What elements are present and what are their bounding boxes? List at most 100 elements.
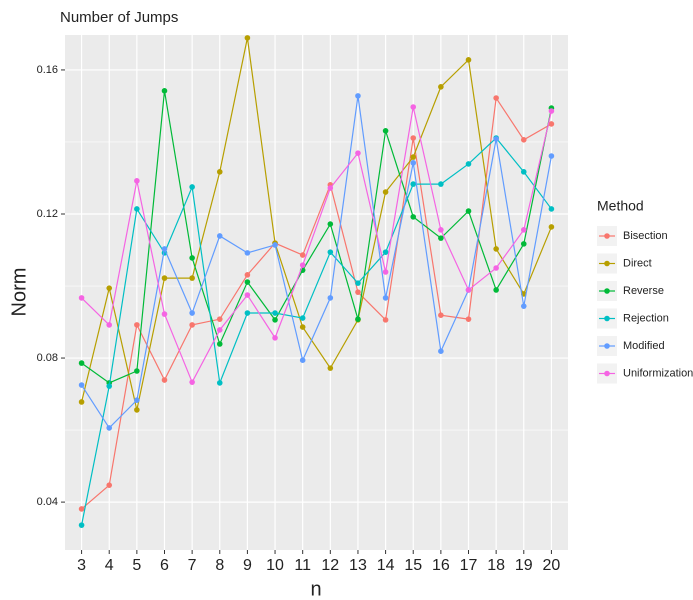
point <box>189 310 195 316</box>
point <box>382 127 389 134</box>
legend-swatch <box>604 260 610 267</box>
point <box>382 249 389 255</box>
point <box>438 348 444 355</box>
point <box>78 506 85 512</box>
point <box>189 255 195 261</box>
x-tick-label: 3 <box>77 557 86 574</box>
point <box>134 397 140 403</box>
point <box>548 108 555 114</box>
point <box>299 357 306 364</box>
x-tick-label: 11 <box>294 557 311 574</box>
point <box>355 150 361 156</box>
point <box>244 250 251 256</box>
x-tick-label: 20 <box>543 557 561 574</box>
point <box>520 227 527 233</box>
point <box>465 287 472 293</box>
x-tick-label: 9 <box>243 557 252 574</box>
point <box>106 425 113 431</box>
legend-swatch <box>604 233 610 239</box>
series-line <box>81 106 553 384</box>
point <box>327 365 334 371</box>
x-tick-label: 13 <box>349 557 367 574</box>
series-line <box>81 95 553 429</box>
x-tick-label: 16 <box>432 557 450 574</box>
point <box>299 324 306 330</box>
point <box>438 235 444 241</box>
point <box>382 189 389 195</box>
point <box>548 153 555 159</box>
point <box>493 136 499 142</box>
point <box>355 289 361 295</box>
point <box>327 295 334 301</box>
y-tick-label: 0.16 <box>37 64 58 76</box>
point <box>355 280 361 286</box>
point <box>438 84 444 90</box>
legend-swatch <box>604 315 610 322</box>
point <box>548 121 555 127</box>
series-line <box>80 137 552 526</box>
point <box>493 246 499 252</box>
point <box>106 322 113 328</box>
panel <box>65 35 568 550</box>
point <box>327 249 334 255</box>
point <box>465 161 472 167</box>
y-tick-label: 0.12 <box>37 208 58 220</box>
legend-swatch <box>604 370 610 377</box>
point <box>355 316 361 322</box>
point <box>189 275 195 281</box>
point <box>327 185 334 191</box>
legend-label: Reverse <box>623 285 664 297</box>
point <box>438 181 444 187</box>
x-tick-label: 7 <box>188 557 197 574</box>
point <box>272 317 278 323</box>
point <box>382 317 389 323</box>
point <box>216 233 223 239</box>
point <box>520 137 527 143</box>
point <box>78 295 85 301</box>
point <box>272 310 278 316</box>
point <box>106 383 113 389</box>
point <box>161 88 168 94</box>
x-axis-title: n <box>310 578 321 600</box>
x-tick-label: 18 <box>487 557 505 574</box>
point <box>244 279 251 285</box>
point <box>493 287 499 293</box>
point <box>410 154 417 160</box>
legend-label: Modified <box>623 340 665 352</box>
x-tick-label: 10 <box>266 557 284 574</box>
chart-title: Number of Jumps <box>60 9 178 26</box>
point <box>161 246 168 252</box>
point <box>355 93 361 99</box>
point <box>244 272 251 278</box>
point <box>272 242 278 248</box>
x-tick-label: 8 <box>215 557 224 574</box>
legend-label: Direct <box>623 257 652 269</box>
point <box>216 169 223 175</box>
point <box>465 316 472 322</box>
point <box>465 57 472 63</box>
point <box>548 224 555 230</box>
point <box>520 169 527 175</box>
point <box>520 241 527 247</box>
point <box>189 322 195 328</box>
point <box>493 95 499 101</box>
point <box>78 360 85 366</box>
point <box>327 221 334 227</box>
point <box>382 295 389 301</box>
point <box>78 399 85 405</box>
point <box>134 322 140 328</box>
y-tick-label: 0.08 <box>37 352 58 364</box>
point <box>189 379 195 385</box>
point <box>78 522 85 528</box>
point <box>216 327 223 333</box>
point <box>438 312 444 318</box>
x-tick-label: 4 <box>105 557 114 574</box>
point <box>410 104 417 110</box>
x-tick-label: 15 <box>404 557 422 574</box>
point <box>299 252 306 258</box>
point <box>216 380 223 386</box>
point <box>520 303 527 309</box>
point <box>548 206 555 212</box>
point <box>106 285 113 291</box>
